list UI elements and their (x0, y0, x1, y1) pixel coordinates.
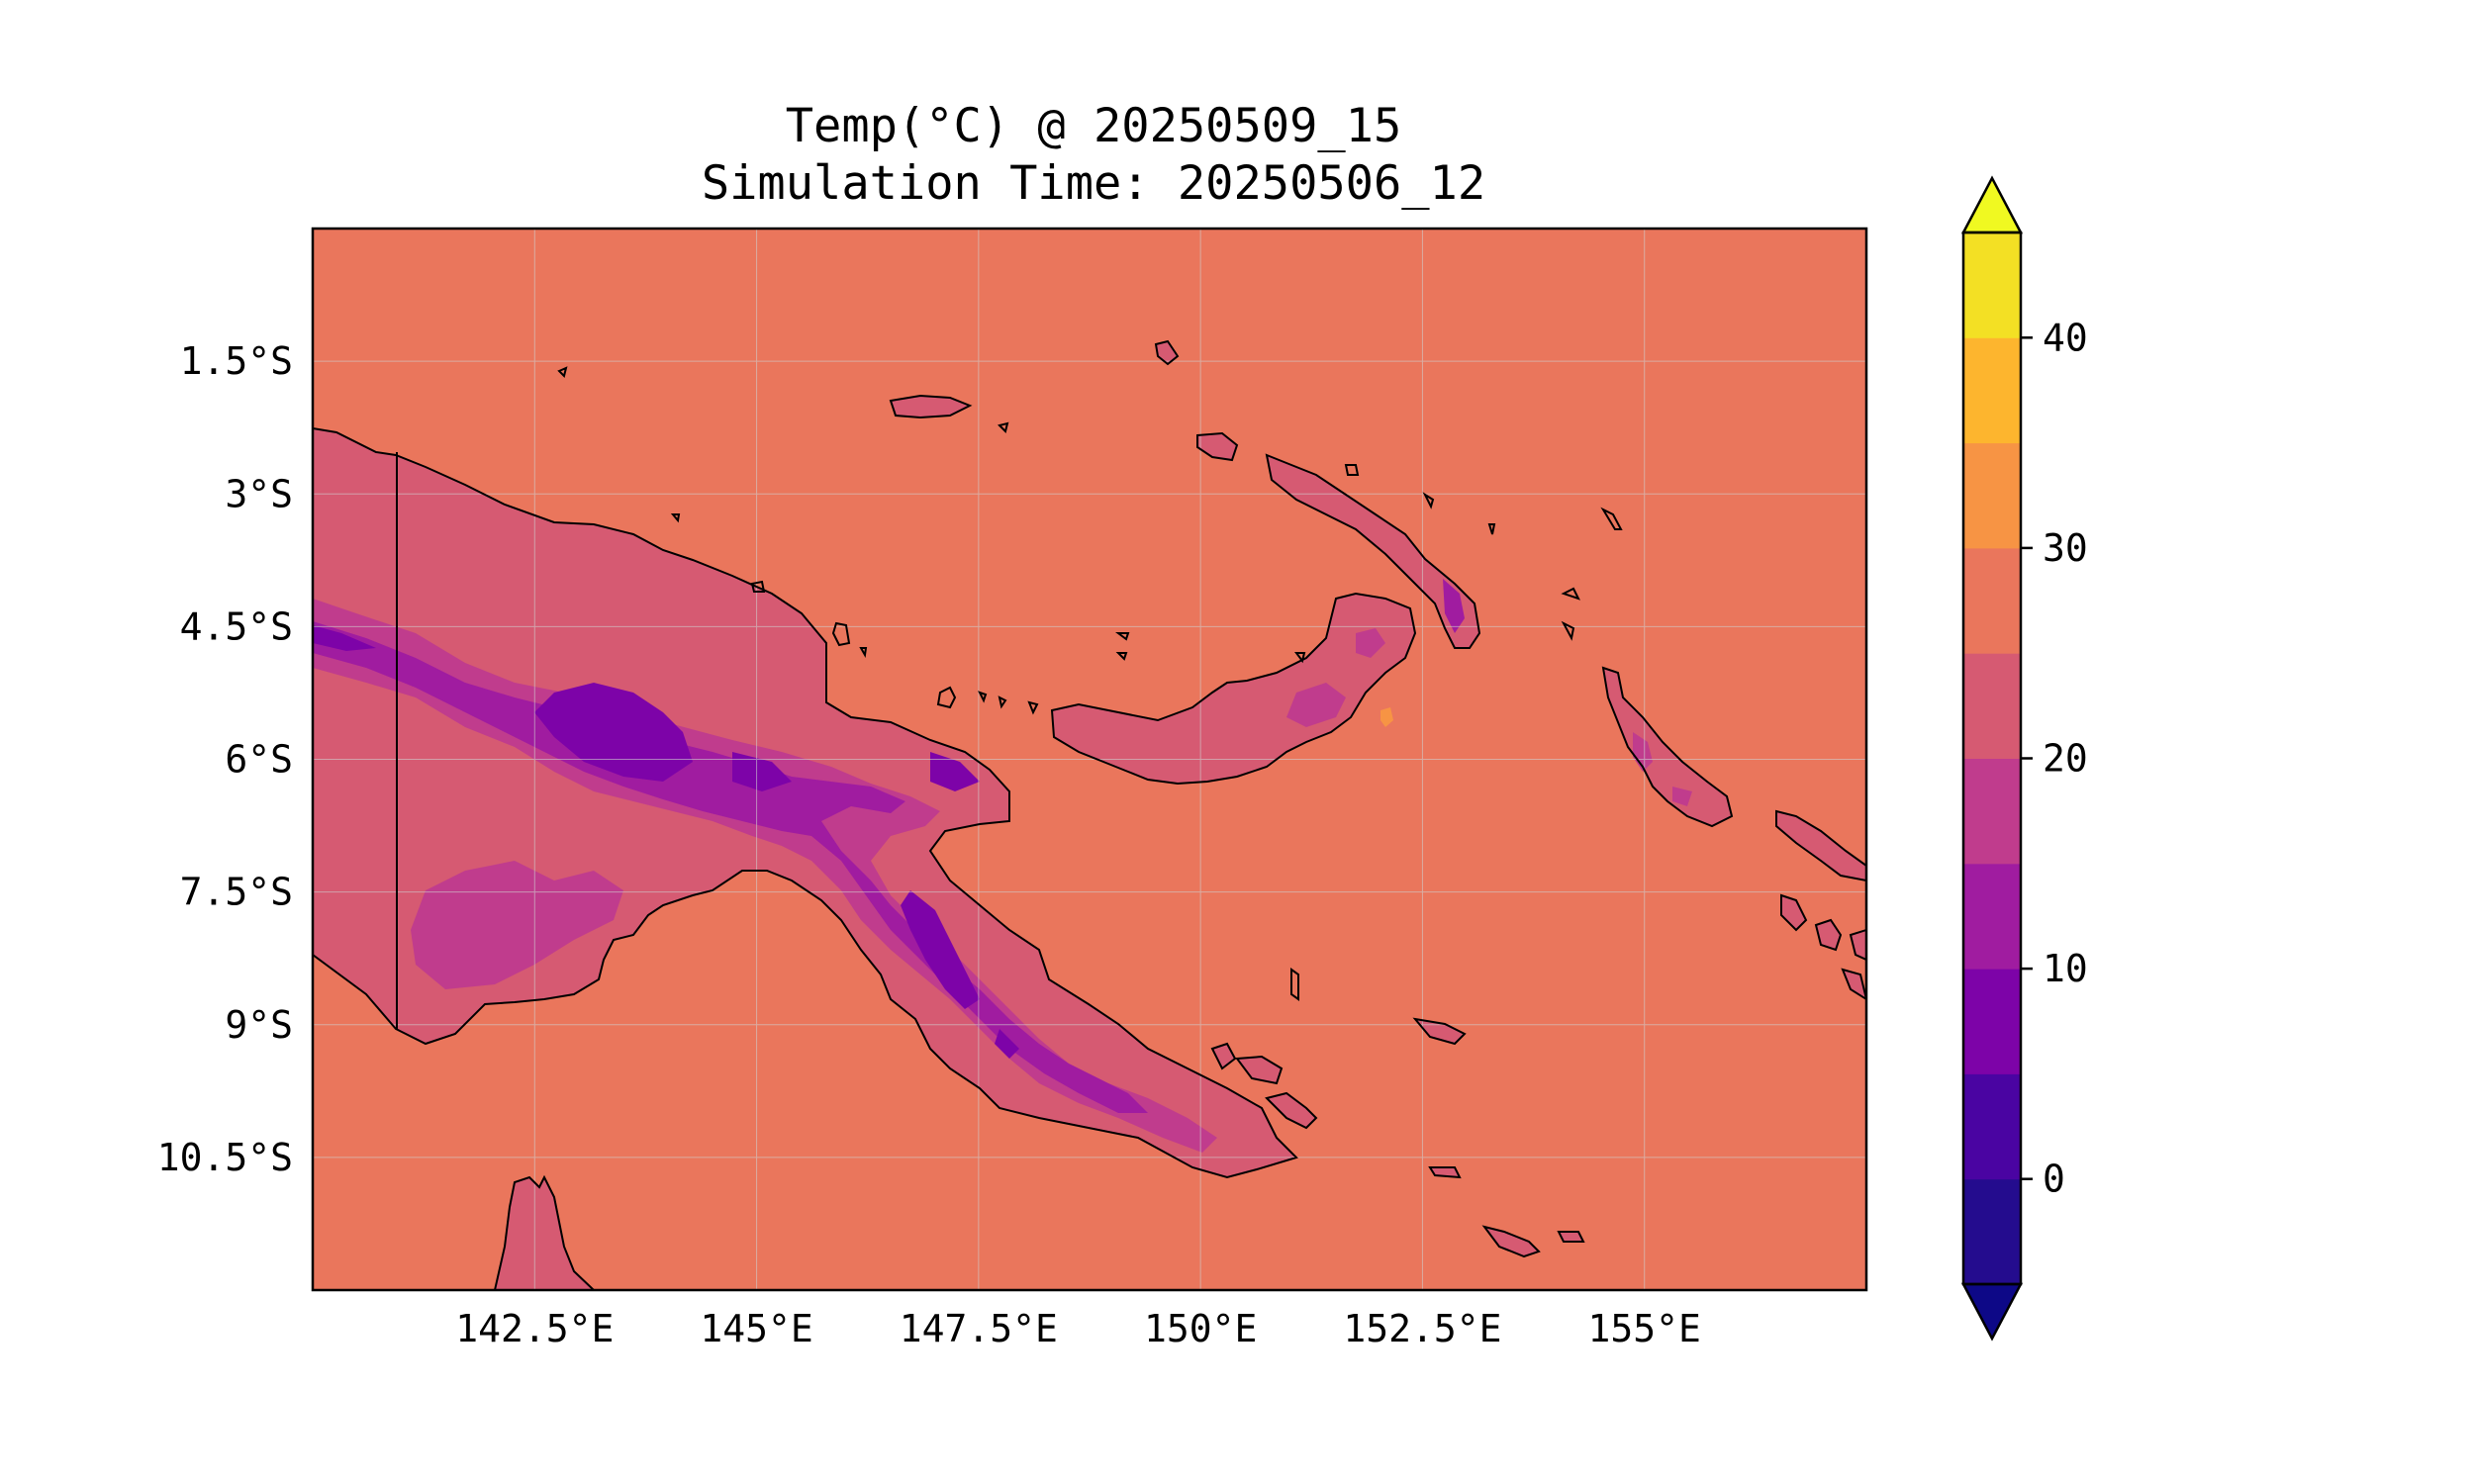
map-panel (313, 229, 1866, 1290)
colorbar-segment (1963, 1073, 2021, 1180)
coastlines (313, 339, 1866, 1290)
x-tick-label: 150°E (1144, 1307, 1257, 1350)
colorbar-tick-label: 0 (2043, 1158, 2065, 1201)
cape-york-peninsula (495, 1177, 594, 1290)
colorbar: 0 10 20 30 40 (1960, 175, 2088, 1342)
colorbar-tick-label: 40 (2043, 316, 2088, 359)
new-ireland-island (1267, 455, 1479, 648)
map-title-line-2: Simulation Time: 20250506_12 (701, 156, 1486, 211)
colorbar-tick-label: 20 (2043, 737, 2088, 781)
colorbar-segment (1963, 653, 2021, 759)
x-tick-label: 155°E (1588, 1307, 1701, 1350)
x-tick-label: 152.5°E (1343, 1307, 1501, 1350)
colorbar-segment (1963, 863, 2021, 970)
colorbar-segment (1963, 969, 2021, 1074)
y-tick-label: 10.5°S (157, 1136, 293, 1179)
choiseul-island (1776, 811, 1866, 881)
map-title-line-1: Temp(°C) @ 20250509_15 (785, 99, 1402, 153)
louisiade-islands (1430, 1167, 1583, 1256)
new-ireland-upland (1443, 579, 1465, 633)
colorbar-over-extension (1960, 175, 2024, 234)
southern-lowland-patch (411, 861, 623, 989)
dentrecasteaux-islands (1212, 1044, 1316, 1128)
x-tick-label: 142.5°E (455, 1307, 614, 1350)
bougainville-upland (1633, 732, 1692, 806)
manus-island (891, 396, 970, 417)
x-tick-label: 145°E (700, 1307, 812, 1350)
x-axis: 142.5°E 145°E 147.5°E 150°E 152.5°E 155°E (455, 1307, 1701, 1350)
y-tick-label: 4.5°S (180, 604, 293, 648)
colorbar-segment (1963, 232, 2021, 338)
new-britain-upland (1286, 628, 1385, 727)
y-tick-label: 3°S (225, 472, 293, 515)
x-tick-label: 147.5°E (900, 1307, 1058, 1350)
y-tick-label: 9°S (225, 1003, 293, 1047)
warm-spot (1380, 707, 1393, 727)
colorbar-tick-label: 10 (2043, 947, 2088, 990)
colorbar-segment (1963, 758, 2021, 865)
colorbar-segment (1963, 547, 2021, 654)
y-tick-label: 6°S (225, 738, 293, 782)
colorbar-segment (1963, 1178, 2021, 1285)
map-frame (311, 227, 1868, 1292)
gridlines (313, 229, 1866, 1290)
y-tick-label: 7.5°S (180, 871, 293, 914)
y-axis: 1.5°S 3°S 4.5°S 6°S 7.5°S 9°S 10.5°S (157, 339, 293, 1179)
colorbar-tick-label: 30 (2043, 526, 2088, 570)
colorbar-under-extension (1960, 1282, 2024, 1342)
y-tick-label: 1.5°S (180, 339, 293, 383)
colorbar-segment (1963, 442, 2021, 549)
colorbar-segment (1963, 337, 2021, 444)
